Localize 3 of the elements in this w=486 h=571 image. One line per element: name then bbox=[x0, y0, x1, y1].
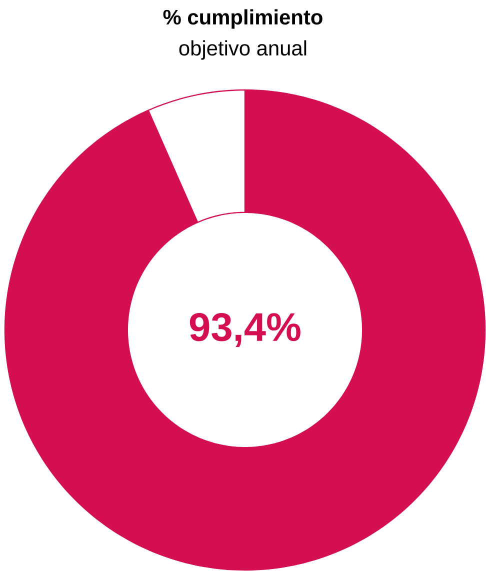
chart-title: % cumplimiento bbox=[163, 9, 322, 29]
text: 93,4% bbox=[190, 313, 300, 347]
chart-subtitle: objetivo anual bbox=[179, 40, 306, 60]
